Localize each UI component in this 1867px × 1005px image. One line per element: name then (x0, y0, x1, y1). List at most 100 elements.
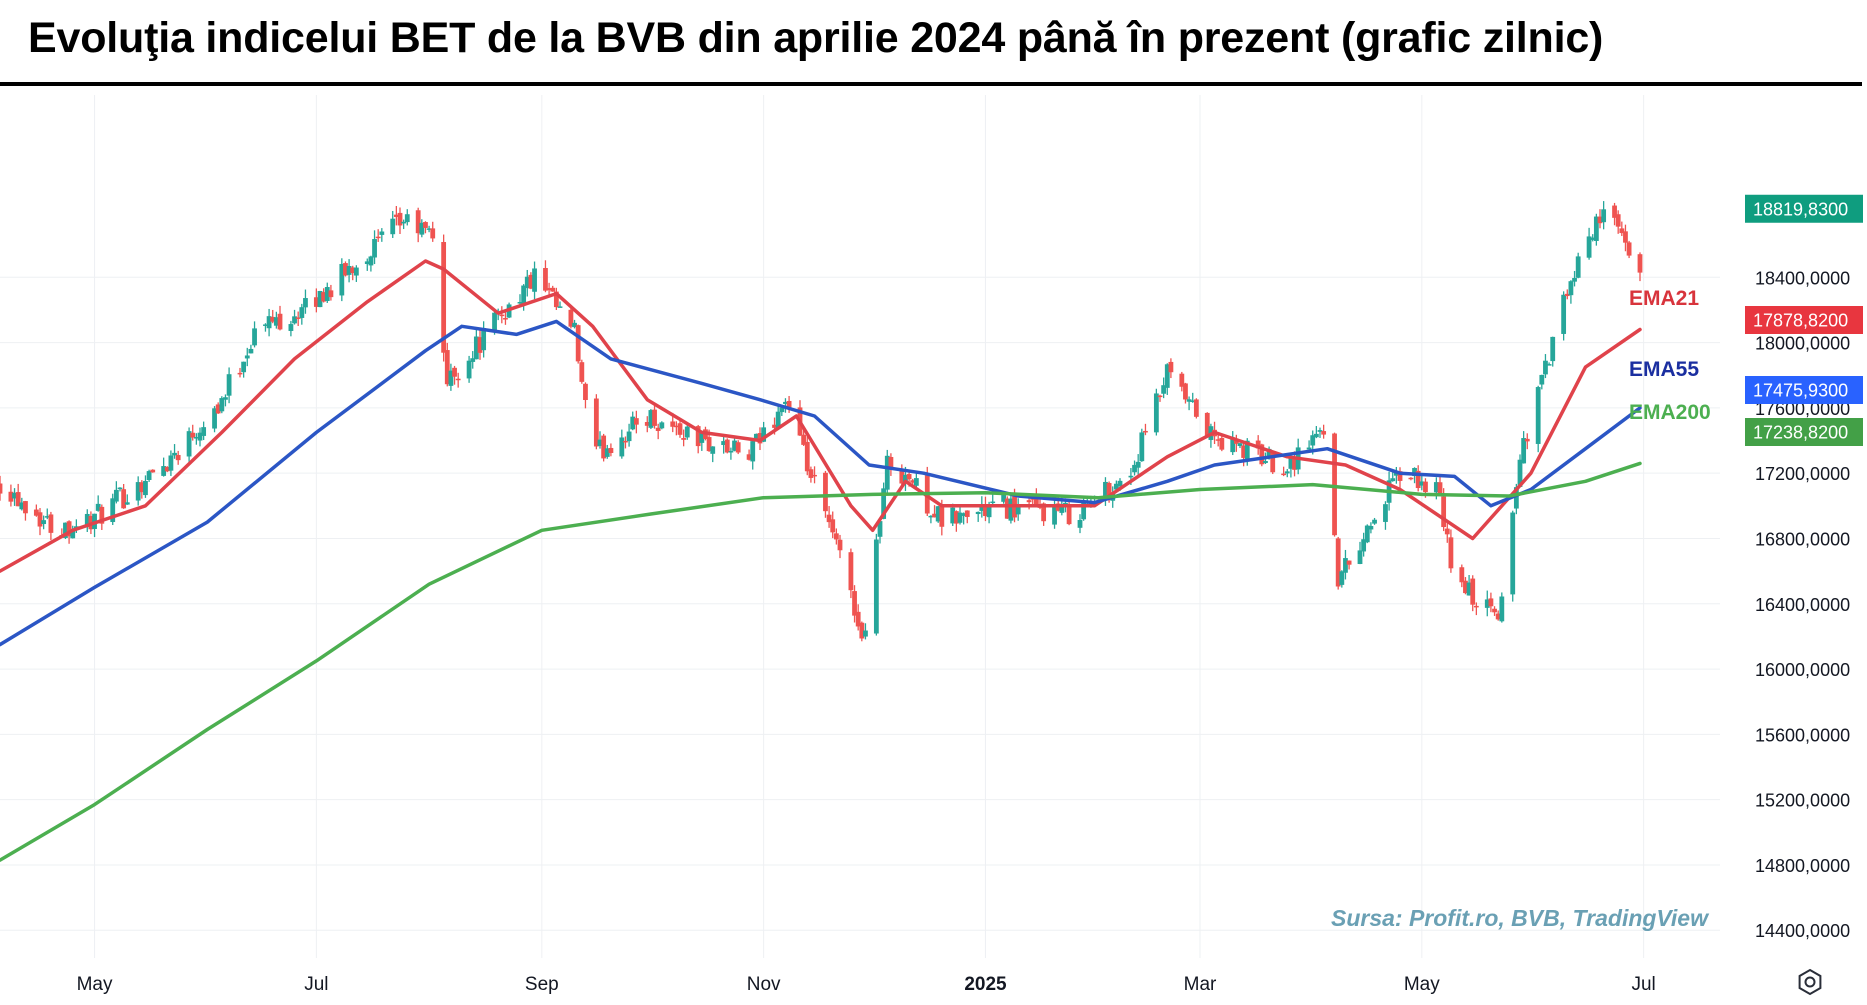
candle-body[interactable] (812, 474, 817, 477)
candle-body[interactable] (1463, 580, 1468, 594)
candle-body[interactable] (724, 439, 730, 453)
candle-body[interactable] (877, 521, 883, 537)
ema-line-ema21[interactable] (0, 259, 1642, 573)
candle-body[interactable] (855, 611, 861, 627)
candle-body[interactable] (964, 510, 970, 517)
candle-body[interactable] (626, 431, 632, 442)
candle-body[interactable] (1572, 277, 1577, 282)
candle-body[interactable] (1103, 481, 1108, 498)
candle-body[interactable] (775, 411, 781, 428)
candle-body[interactable] (124, 502, 130, 505)
candle-body[interactable] (1415, 470, 1421, 489)
candle-body[interactable] (1535, 387, 1541, 444)
candle-body[interactable] (990, 501, 996, 504)
candle-body[interactable] (673, 425, 679, 428)
candle-body[interactable] (248, 348, 254, 354)
candle-body[interactable] (1143, 430, 1148, 433)
candle-body[interactable] (1408, 477, 1414, 480)
candle-body[interactable] (1081, 501, 1087, 520)
candle-body[interactable] (1357, 550, 1363, 565)
candle-body[interactable] (1470, 578, 1476, 605)
candle-body[interactable] (1626, 242, 1632, 256)
candle-body[interactable] (804, 441, 810, 472)
candle-body[interactable] (608, 447, 614, 453)
candle-body[interactable] (532, 268, 537, 292)
candle-body[interactable] (1590, 237, 1596, 240)
candle-body[interactable] (343, 263, 348, 276)
candle-body[interactable] (1488, 598, 1494, 607)
candle-body[interactable] (623, 440, 628, 443)
candle-body[interactable] (1593, 216, 1599, 241)
candle-body[interactable] (41, 520, 47, 525)
candle-body[interactable] (903, 474, 908, 484)
candle-body[interactable] (150, 469, 156, 473)
candle-body[interactable] (303, 298, 308, 308)
candle-body[interactable] (430, 228, 436, 239)
candle-body[interactable] (630, 416, 636, 430)
candle-body[interactable] (346, 266, 352, 275)
candle-body[interactable] (66, 521, 72, 537)
candle-body[interactable] (1001, 495, 1007, 502)
candle-body[interactable] (1368, 526, 1374, 530)
candle-body[interactable] (1004, 498, 1010, 519)
candle-body[interactable] (575, 325, 581, 362)
candle-body[interactable] (1139, 432, 1145, 462)
candle-body[interactable] (324, 287, 330, 302)
candle-body[interactable] (1619, 228, 1625, 234)
candle-body[interactable] (339, 263, 345, 296)
candle-body[interactable] (1052, 506, 1057, 525)
candle-body[interactable] (1219, 437, 1225, 450)
candle-body[interactable] (473, 336, 479, 360)
candle-body[interactable] (833, 533, 839, 540)
ema-line-ema55[interactable] (0, 319, 1642, 647)
candle-body[interactable] (375, 236, 381, 239)
candle-body[interactable] (1623, 231, 1628, 243)
candle-body[interactable] (1041, 503, 1047, 522)
candle-body[interactable] (1310, 435, 1316, 446)
candle-body[interactable] (492, 312, 497, 332)
candle-body[interactable] (393, 214, 399, 217)
candle-body[interactable] (368, 256, 374, 266)
candle-body[interactable] (568, 309, 574, 327)
candle-body[interactable] (1517, 459, 1523, 487)
candle-body[interactable] (1263, 461, 1268, 463)
candle-body[interactable] (1361, 539, 1367, 552)
candle-body[interactable] (1117, 480, 1123, 487)
candle-body[interactable] (557, 306, 563, 308)
candle-body[interactable] (546, 288, 552, 291)
candle-body[interactable] (295, 317, 301, 319)
candle-body[interactable] (273, 317, 279, 326)
candle-body[interactable] (521, 285, 527, 304)
candle-body[interactable] (728, 451, 734, 453)
candle-body[interactable] (1601, 209, 1607, 223)
candle-body[interactable] (1448, 537, 1454, 569)
candle-body[interactable] (601, 435, 607, 459)
candle-body[interactable] (979, 504, 985, 511)
candle-body[interactable] (404, 214, 410, 223)
candle-body[interactable] (241, 361, 247, 373)
candle-body[interactable] (1459, 567, 1465, 583)
candle-body[interactable] (190, 432, 196, 438)
candle-body[interactable] (837, 539, 843, 551)
candle-body[interactable] (1499, 596, 1505, 622)
candle-body[interactable] (721, 441, 727, 445)
candle-body[interactable] (470, 358, 476, 362)
candle-body[interactable] (1419, 481, 1425, 486)
candle-body[interactable] (783, 401, 788, 404)
candle-body[interactable] (63, 522, 68, 538)
candle-body[interactable] (1106, 482, 1112, 500)
candle-body[interactable] (215, 404, 221, 414)
candle-body[interactable] (1255, 440, 1261, 449)
candle-body[interactable] (270, 316, 276, 322)
candle-body[interactable] (848, 552, 854, 591)
candle-body[interactable] (1259, 444, 1265, 465)
candle-body[interactable] (553, 291, 559, 308)
candle-body[interactable] (1346, 560, 1352, 565)
candlestick-series[interactable] (0, 201, 1643, 642)
candle-body[interactable] (935, 506, 941, 522)
candle-body[interactable] (572, 322, 577, 328)
candle-body[interactable] (732, 440, 737, 451)
candle-body[interactable] (113, 489, 119, 502)
candle-body[interactable] (1190, 400, 1196, 402)
candle-body[interactable] (757, 433, 763, 444)
